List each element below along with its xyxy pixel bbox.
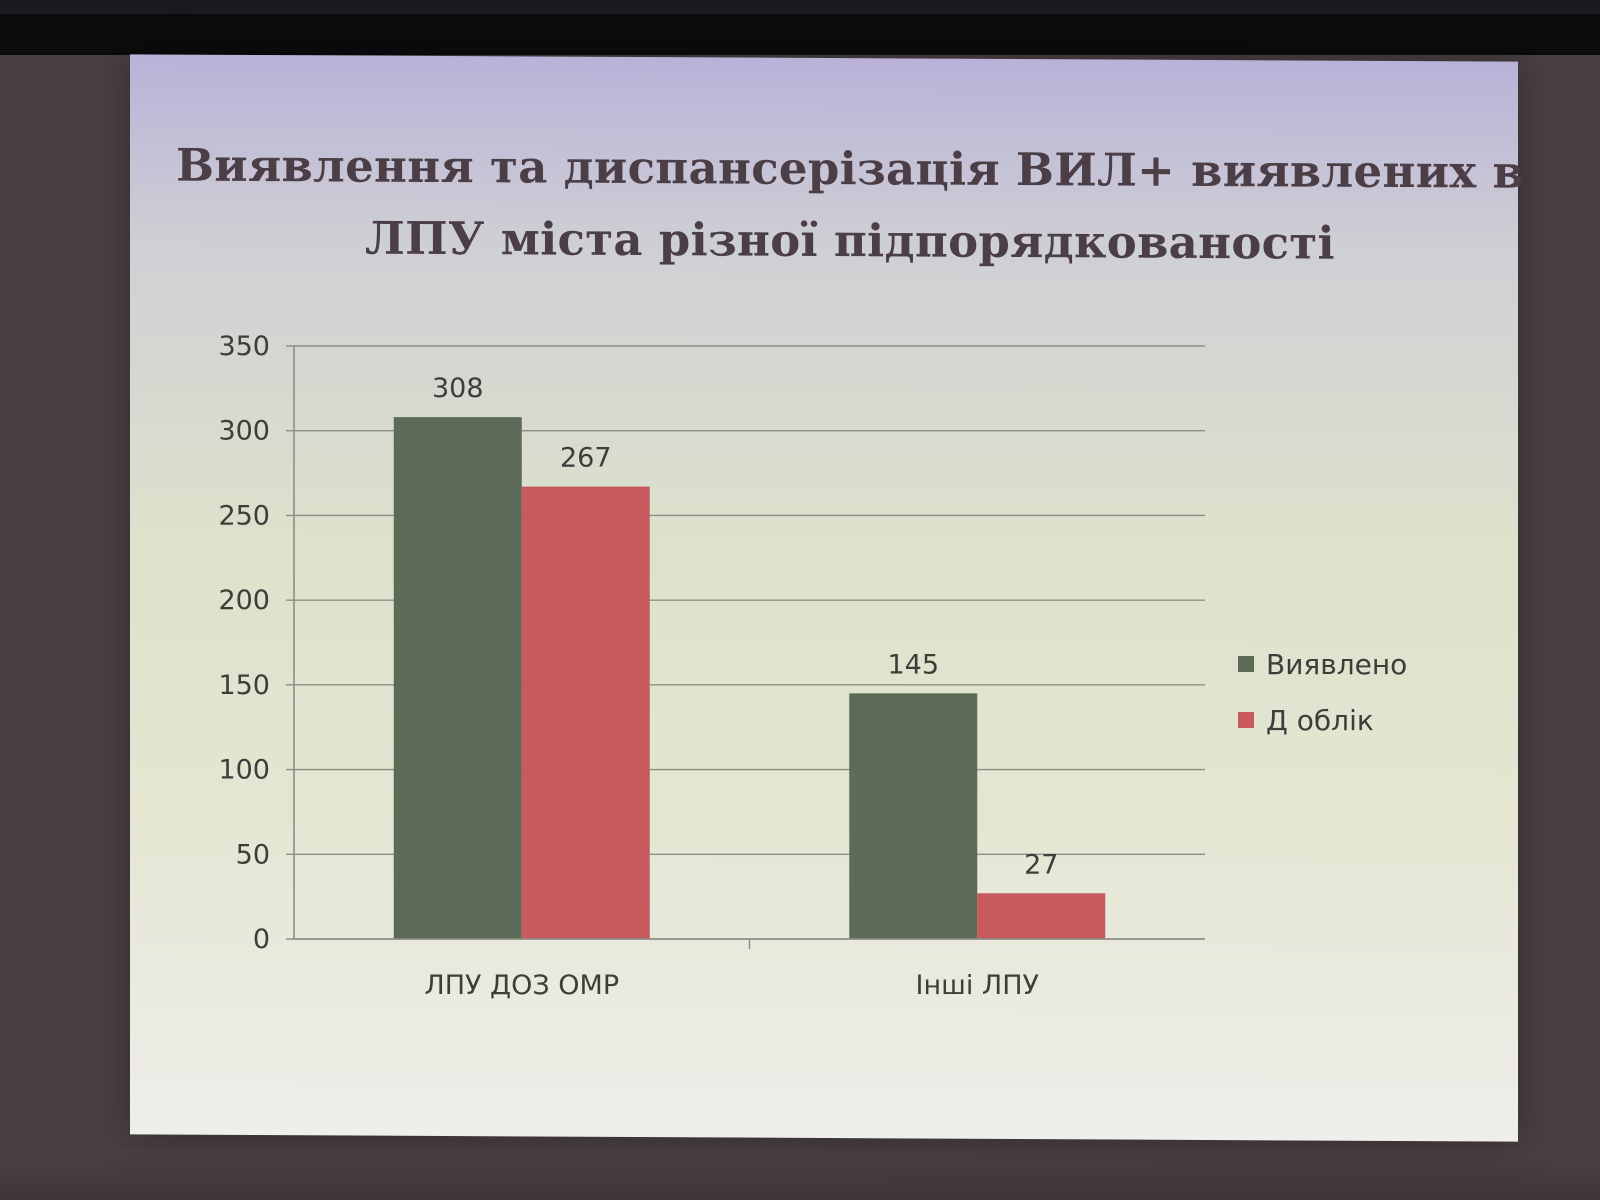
- y-tick-label-350: 350: [218, 331, 270, 362]
- legend-label-d-oblik: Д облік: [1266, 703, 1374, 737]
- bar-2-2: [977, 893, 1106, 939]
- y-tick-label-100: 100: [218, 755, 270, 786]
- y-tick-label-300: 300: [218, 416, 270, 447]
- bar-2-1: [849, 693, 978, 939]
- ceiling-strip: [0, 0, 1600, 14]
- y-tick-label-200: 200: [218, 585, 270, 616]
- x-category-label-1: ЛПУ ДОЗ ОМР: [424, 970, 619, 1001]
- x-category-label-2: Інші ЛПУ: [916, 970, 1039, 1001]
- y-tick-label-250: 250: [218, 500, 270, 531]
- legend-item-viyavleno: Виявлено: [1238, 636, 1407, 692]
- legend-item-d-oblik: Д облік: [1238, 692, 1407, 748]
- y-tick-label-0: 0: [253, 924, 270, 955]
- data-label-2-2: 27: [1024, 849, 1058, 880]
- room-floor: [0, 1150, 1600, 1200]
- data-label-1-1: 308: [432, 373, 484, 404]
- y-tick-label-150: 150: [218, 670, 270, 701]
- y-tick-label-50: 50: [236, 839, 270, 870]
- chart-legend: Виявлено Д облік: [1238, 636, 1407, 748]
- legend-swatch-viyavleno: [1238, 656, 1254, 672]
- data-label-2-1: 145: [887, 649, 939, 680]
- legend-label-viyavleno: Виявлено: [1266, 647, 1408, 681]
- data-label-1-2: 267: [560, 443, 612, 474]
- bar-1-1: [393, 417, 522, 939]
- bar-1-2: [521, 486, 650, 939]
- legend-swatch-d-oblik: [1238, 712, 1254, 728]
